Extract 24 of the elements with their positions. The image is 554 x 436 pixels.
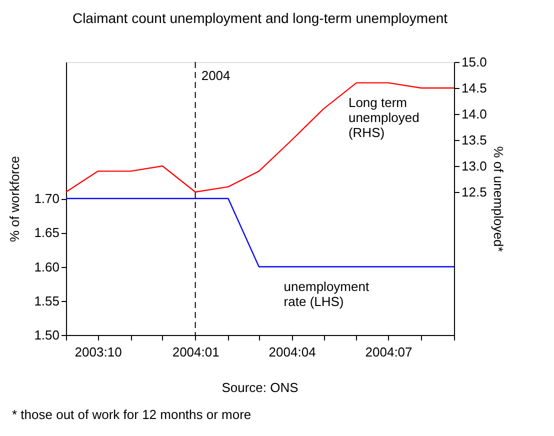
y-tick-label: 1.55 [34, 293, 60, 308]
line-series [65, 82, 455, 193]
y-tick-label: 1.70 [34, 191, 60, 206]
y2-tick-label: 12.5 [462, 184, 487, 200]
series-label: unemployment rate (LHS) [284, 278, 370, 309]
x-tick-label: 2004:07 [365, 344, 412, 360]
text: * those out of work for 12 months or more [12, 407, 252, 422]
y2-axis-title: % of unemployed* [490, 146, 506, 252]
y2-tick-label: 15.0 [462, 54, 487, 70]
source-note: Source: ONS [222, 380, 299, 395]
y-axis-title: % of workforce [7, 156, 22, 242]
y2-tick-label: 14.5 [462, 80, 487, 96]
y-tick-label: 1.50 [34, 328, 60, 342]
series-label: Long term unemployed (RHS) [348, 94, 420, 140]
y-tick-label: 1.65 [34, 225, 60, 240]
y2-tick-label: 13.5 [462, 132, 487, 148]
ref-line-label: 2004 [201, 68, 230, 83]
y2-tick-label: 14.0 [462, 106, 487, 122]
y-tick-label: 1.60 [34, 259, 60, 274]
chart-title: Claimant count unemployment and long-term unemployment [72, 10, 448, 26]
x-tick-label: 2004:04 [268, 344, 316, 360]
x-tick-label: 2003:10 [74, 344, 122, 360]
y2-tick-label: 13.0 [462, 158, 487, 174]
x-tick-label: 2004:01 [172, 344, 220, 360]
